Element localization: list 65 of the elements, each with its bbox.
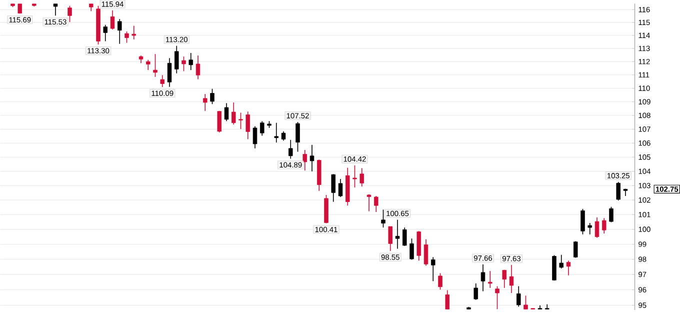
candlestick <box>616 182 620 202</box>
candlestick <box>352 165 357 188</box>
candlestick <box>238 112 243 130</box>
candlestick <box>196 55 200 80</box>
candlestick <box>410 238 414 260</box>
candlestick <box>103 24 108 42</box>
candlestick <box>132 26 136 40</box>
candlestick <box>388 226 392 252</box>
candlestick <box>416 230 421 262</box>
candlestick <box>502 270 506 289</box>
candlestick <box>381 209 386 228</box>
candlestick <box>566 260 571 276</box>
candlestick <box>445 290 450 310</box>
candlestick <box>366 194 372 212</box>
candlestick <box>274 122 278 144</box>
candlestick <box>310 144 314 172</box>
candlestick <box>609 206 614 223</box>
candlestick <box>488 270 492 289</box>
candlestick <box>559 254 564 270</box>
candlestick <box>146 60 150 71</box>
candlestick <box>438 273 442 290</box>
candlestick <box>260 120 264 136</box>
candlestick <box>288 140 293 160</box>
candlestick <box>395 220 400 250</box>
candlestick <box>623 188 628 197</box>
candlestick <box>573 241 578 258</box>
candlestick <box>602 218 606 234</box>
candlestick <box>110 10 115 30</box>
candlestick <box>424 239 428 266</box>
candlestick <box>495 286 500 310</box>
candlestick <box>594 217 600 238</box>
candlestick <box>331 174 336 202</box>
candlestick <box>474 283 478 300</box>
candlestick <box>210 88 214 105</box>
candlestick <box>509 264 514 294</box>
candlestick <box>252 126 258 150</box>
candlestick <box>68 6 72 23</box>
candlestick <box>281 131 286 142</box>
candlestick <box>580 208 585 236</box>
candlestick <box>360 168 364 188</box>
candlestick <box>153 54 158 78</box>
candlestick <box>167 58 172 88</box>
candlestick <box>217 110 222 134</box>
candlestick <box>53 4 58 16</box>
candlestick <box>124 31 129 44</box>
candlestick <box>338 178 343 198</box>
candlestick <box>430 256 436 282</box>
candlestick <box>224 102 229 122</box>
candlestick <box>232 102 236 126</box>
candlestick <box>302 150 307 172</box>
candlestick <box>246 111 250 140</box>
candlestick <box>588 222 592 236</box>
candlestick <box>480 264 486 292</box>
candlestick <box>118 18 122 44</box>
candlestick <box>202 94 208 112</box>
candlestick <box>182 56 186 72</box>
candlestick <box>374 196 378 213</box>
candlestick <box>516 286 521 308</box>
candlestick <box>296 122 300 152</box>
candlestick <box>552 255 556 282</box>
candlestick <box>174 46 179 74</box>
candlestick <box>402 227 407 247</box>
candlestick <box>160 74 165 88</box>
candlestick <box>524 295 528 310</box>
candlestick <box>188 52 193 71</box>
